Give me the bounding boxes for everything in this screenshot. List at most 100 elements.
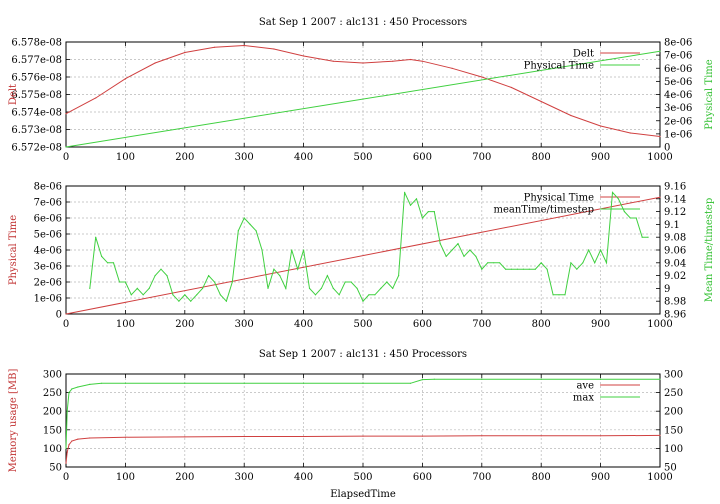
- y2-tick-label: 0: [664, 143, 670, 154]
- data-point: [481, 268, 483, 270]
- data-point: [166, 275, 168, 277]
- y-tick-label: 3e-06: [34, 262, 62, 273]
- data-point: [534, 268, 536, 270]
- data-point: [154, 275, 156, 277]
- series-line-delt: [65, 44, 661, 137]
- plot-frame: [65, 185, 661, 315]
- data-point: [95, 236, 97, 238]
- data-point: [267, 287, 269, 289]
- data-point: [594, 262, 596, 264]
- data-point: [196, 294, 198, 296]
- data-point: [65, 462, 67, 464]
- y2-tick-label: 5e-06: [664, 77, 692, 88]
- data-point: [623, 211, 626, 213]
- data-point: [112, 262, 115, 264]
- x-tick-label: 200: [175, 152, 194, 163]
- data-point: [190, 300, 192, 302]
- x-axis-label: ElapsedTime: [330, 489, 396, 500]
- y-tick-label: 100: [43, 444, 62, 455]
- data-point: [659, 434, 661, 436]
- x-tick-label: 0: [63, 319, 69, 330]
- data-point: [475, 255, 477, 257]
- y2-tick-label: 9.16: [664, 182, 686, 193]
- y2-tick-label: 7e-06: [664, 51, 692, 62]
- y-tick-label: 4e-06: [34, 246, 62, 257]
- data-point: [273, 268, 275, 270]
- y2-tick-label: 8e-06: [664, 38, 692, 49]
- data-point: [225, 300, 227, 302]
- data-point: [136, 287, 138, 289]
- y-tick-label: 250: [43, 388, 62, 399]
- data-point: [107, 262, 109, 264]
- x-tick-label: 700: [472, 319, 491, 330]
- data-point: [124, 281, 126, 283]
- data-point: [392, 287, 394, 289]
- y-tick-label: 6.575e-08: [11, 90, 62, 101]
- data-point: [516, 268, 519, 270]
- y2-tick-label: 2e-06: [664, 116, 692, 127]
- y-tick-label: 0: [56, 310, 62, 321]
- data-point: [659, 196, 661, 198]
- data-point: [510, 86, 513, 89]
- x-tick-label: 100: [116, 319, 135, 330]
- data-point: [588, 249, 590, 251]
- data-point: [320, 287, 322, 289]
- y2-axis-label: Physical Time: [704, 59, 715, 129]
- data-point: [582, 262, 584, 264]
- y2-tick-label: 9.08: [664, 233, 686, 244]
- x-tick-label: 1000: [647, 472, 672, 483]
- data-point: [303, 55, 305, 57]
- data-point: [314, 294, 317, 296]
- x-tick-label: 900: [591, 472, 610, 483]
- data-point: [71, 388, 73, 390]
- data-point: [629, 132, 631, 134]
- data-point: [219, 294, 221, 296]
- y-tick-label: 8e-06: [34, 182, 62, 193]
- data-point: [421, 379, 423, 381]
- data-point: [398, 275, 400, 277]
- data-point: [451, 249, 453, 251]
- data-point: [611, 191, 614, 193]
- data-point: [66, 410, 68, 412]
- y2-tick-label: 250: [664, 388, 683, 399]
- y2-tick-label: 9.12: [664, 207, 686, 218]
- x-tick-label: 900: [591, 319, 610, 330]
- data-point: [540, 100, 542, 103]
- y2-tick-label: 1e-06: [664, 129, 692, 140]
- data-point: [600, 378, 602, 380]
- data-point: [421, 217, 423, 219]
- data-point: [89, 287, 91, 289]
- y-tick-label: 6.578e-08: [11, 38, 62, 49]
- x-tick-label: 600: [413, 152, 432, 163]
- legend-label: Physical Time: [524, 193, 594, 204]
- data-point: [89, 437, 91, 439]
- data-point: [552, 294, 554, 296]
- data-point: [421, 60, 423, 62]
- data-point: [564, 294, 566, 296]
- data-point: [89, 383, 91, 385]
- y-tick-label: 200: [43, 407, 62, 418]
- y2-tick-label: 9.02: [664, 271, 686, 282]
- data-point: [243, 44, 245, 47]
- plot-frame: [65, 373, 661, 468]
- data-point: [528, 268, 530, 270]
- legend-label: Physical Time: [524, 61, 594, 72]
- y-tick-label: 7e-06: [34, 198, 62, 209]
- data-point: [332, 287, 334, 289]
- data-point: [71, 440, 73, 442]
- data-point: [303, 382, 305, 384]
- data-point: [101, 255, 103, 257]
- y-tick-label: 1e-06: [34, 294, 62, 305]
- x-tick-label: 400: [294, 472, 313, 483]
- chart-title: Sat Sep 1 2007 : alc131 : 450 Processors: [259, 349, 467, 360]
- data-point: [77, 438, 79, 440]
- data-point: [570, 262, 572, 264]
- data-point: [273, 48, 275, 50]
- y-axis-label: Physical Time: [8, 215, 19, 285]
- x-tick-label: 500: [353, 152, 372, 163]
- data-point: [65, 113, 67, 115]
- data-point: [65, 447, 67, 449]
- data-point: [368, 294, 370, 296]
- y2-tick-label: 9.14: [664, 194, 686, 205]
